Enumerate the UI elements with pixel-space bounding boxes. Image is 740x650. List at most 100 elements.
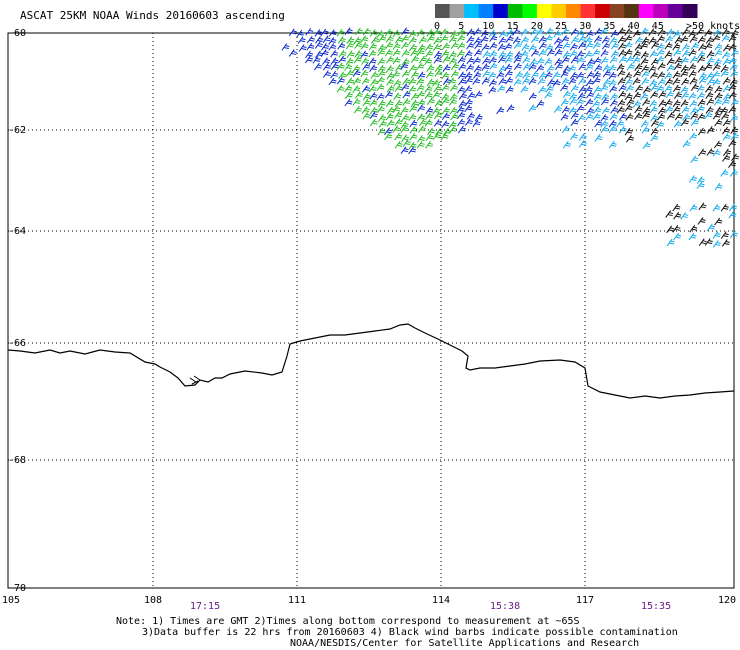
wind-barb [690,42,699,50]
wind-barb [402,98,411,106]
wind-barb [728,139,737,147]
wind-barb [600,49,609,57]
wind-barb [498,64,507,73]
wind-barb [400,146,409,154]
wind-barb [594,27,603,36]
wind-barb [360,57,369,65]
wind-barb [594,134,603,142]
wind-barb [513,78,522,86]
wind-barb [568,77,577,85]
wind-barb [600,114,609,122]
wind-barb [714,85,723,94]
wind-barb [449,98,458,106]
legend-label: 10 [482,21,494,32]
lon-label-117: 117 [576,595,594,606]
map-title: ASCAT 25KM NOAA Winds 20160603 ascending [20,9,285,22]
wind-barb [617,42,627,50]
antarctic-coastline [7,323,735,399]
wind-barb [578,62,587,71]
wind-barb [729,230,738,239]
legend-swatch [507,4,523,18]
wind-barb [560,98,569,106]
wind-barb [378,114,387,122]
wind-barb [448,57,457,65]
wind-barb [697,217,706,225]
wind-barb [360,69,369,78]
wind-barb [674,36,683,44]
wind-barb [419,118,428,127]
wind-barb [544,57,553,66]
wind-barb [720,169,729,177]
wind-barb [416,77,425,86]
wind-barb [688,232,697,241]
wind-barb [618,83,627,92]
wind-barb [528,92,537,101]
wind-barb [649,50,658,58]
wind-barb [650,127,659,136]
wind-barb [512,36,521,44]
wind-barb [673,232,682,241]
wind-barb [528,44,537,52]
wind-barb [464,104,473,113]
wind-barb [474,48,483,57]
wind-barb [449,106,458,115]
wind-barb [401,41,410,50]
wind-barb [504,42,513,51]
wind-barb [664,41,673,50]
wind-barb [698,202,707,211]
wind-barb [467,91,476,100]
wind-barb [713,28,722,37]
wind-barb [424,112,433,120]
wind-barb [569,132,578,141]
wind-barb [689,35,698,43]
wind-barb [560,83,569,92]
wind-barb [450,30,459,38]
wind-barb [680,85,689,94]
wind-barb [554,48,563,57]
wind-barb [458,92,467,100]
wind-barb [666,238,675,247]
wind-barb [592,70,601,79]
wind-barb [410,70,419,79]
wind-barb [562,140,571,149]
wind-barb [536,99,545,108]
wind-barb [449,125,458,134]
wind-barb [417,71,426,80]
wind-barb [514,51,523,59]
wind-barb [640,92,649,101]
wind-barb [728,43,737,51]
wind-barb [465,63,474,72]
wind-barb [632,100,642,108]
wind-barb [728,83,737,92]
wind-barb [569,49,578,58]
wind-barb [610,41,619,50]
wind-barb [681,91,690,100]
wind-barb [489,62,498,70]
wind-barb [520,36,529,44]
wind-barb [640,119,649,128]
wind-barb [472,119,481,127]
wind-barb [593,35,602,43]
wind-barb [330,70,339,79]
wind-barb [570,28,579,36]
wind-barb [608,64,617,73]
wind-barb [360,50,369,59]
wind-barb [730,48,739,57]
wind-barb [592,99,601,108]
lat-label-66: -66 [8,338,26,349]
wind-barb [602,64,611,72]
wind-barb [369,98,378,107]
wind-barb [345,69,354,78]
wind-barb [432,107,441,115]
wind-barb [344,63,353,71]
wind-barb [610,106,619,114]
wind-barb [456,49,465,58]
wind-barb [560,70,569,78]
wind-barb [473,71,482,79]
legend-swatch [449,4,465,18]
wind-barb [441,49,450,58]
wind-barb [546,64,555,73]
wind-barb [328,37,337,45]
wind-barb [386,72,395,80]
wind-barb [400,125,409,134]
